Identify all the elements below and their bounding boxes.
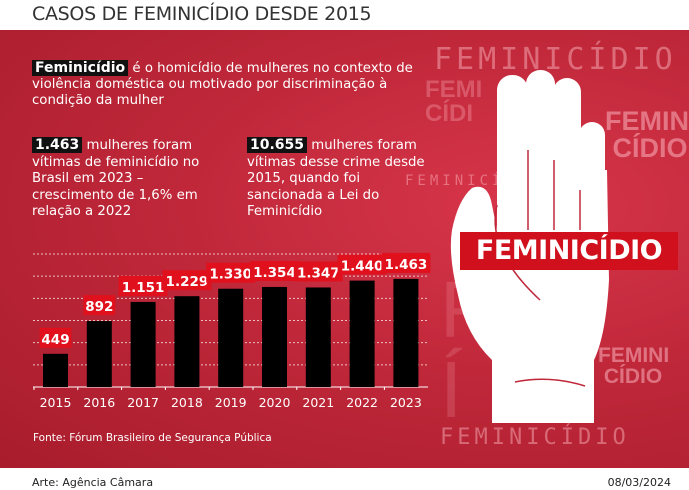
watermark-text: FEMINI CÍDIO [598, 344, 670, 388]
bar [393, 278, 419, 387]
stat-body: mulheres foram vítimas desse crime desde… [247, 138, 425, 219]
data-label-bg [337, 254, 387, 275]
stat-2023: 1.463 mulheres foram vítimas de feminicí… [32, 137, 222, 221]
data-label: 1.440 [341, 259, 384, 275]
bar [174, 296, 200, 387]
bar [43, 353, 68, 387]
x-tick-label: 2017 [127, 395, 159, 410]
stat-body: mulheres foram vítimas de feminicídio no… [32, 138, 200, 219]
x-tick-label: 2022 [346, 395, 378, 410]
x-tick-label: 2020 [259, 395, 291, 410]
data-label-bg [83, 295, 116, 316]
watermark-text: FEMI CÍDI [425, 76, 483, 127]
intro-text: Feminicídio é o homicídio de mulheres no… [32, 60, 422, 109]
data-label: 1.330 [209, 267, 252, 283]
x-tick-label: 2023 [390, 395, 422, 410]
watermark-text: FEMINI CÍDIO [605, 106, 689, 163]
data-label: 449 [41, 332, 69, 348]
data-label: 1.151 [122, 280, 165, 296]
x-tick-label: 2015 [40, 395, 72, 410]
x-tick-label: 2021 [302, 395, 334, 410]
infographic-panel: FEMINICÍDIO FEMINICÍDIO FEMINICÍDIO FEMI… [0, 30, 689, 468]
source-text: Fonte: Fórum Brasileiro de Segurança Púb… [33, 432, 272, 444]
data-label-bg [206, 262, 256, 283]
data-label-bg [293, 261, 343, 282]
x-tick-label: 2016 [83, 395, 115, 410]
bar [262, 286, 287, 387]
data-label-bg [39, 327, 72, 348]
bar [305, 287, 331, 387]
page-title: CASOS DE FEMINICÍDIO DESDE 2015 [32, 3, 372, 25]
date-text: 08/03/2024 [607, 476, 671, 489]
feminicidio-banner: FEMINICÍDIO [460, 232, 678, 270]
data-label-bg [162, 270, 212, 291]
bar [349, 280, 375, 387]
data-label-bg [118, 275, 168, 296]
bar [218, 288, 244, 387]
data-label: 1.347 [297, 265, 340, 281]
x-tick-label: 2018 [171, 395, 203, 410]
data-label: 892 [85, 299, 113, 315]
data-label: 1.463 [385, 257, 428, 273]
intro-highlight: Feminicídio [32, 60, 129, 76]
data-label: 1.229 [166, 274, 209, 290]
stat-highlight: 10.655 [247, 137, 308, 153]
stat-highlight: 1.463 [32, 137, 83, 153]
intro-body: é o homicídio de mulheres no contexto de… [32, 61, 413, 108]
bar-chart: 449 2015 892 2016 1.151 2017 1.229 2018 1.330 201… [33, 252, 431, 410]
data-label-bg [381, 252, 431, 273]
data-label-bg [250, 260, 299, 281]
data-label: 1.354 [253, 265, 296, 281]
bar [86, 321, 112, 387]
x-tick-label: 2019 [215, 395, 247, 410]
watermark-text: FEMINICÍDIO [440, 425, 630, 450]
stat-total: 10.655 mulheres foram vítimas desse crim… [247, 137, 437, 221]
credit-text: Arte: Agência Câmara [32, 476, 154, 489]
watermark-text: FEMINICÍDIO [434, 42, 677, 77]
bar [130, 301, 156, 387]
